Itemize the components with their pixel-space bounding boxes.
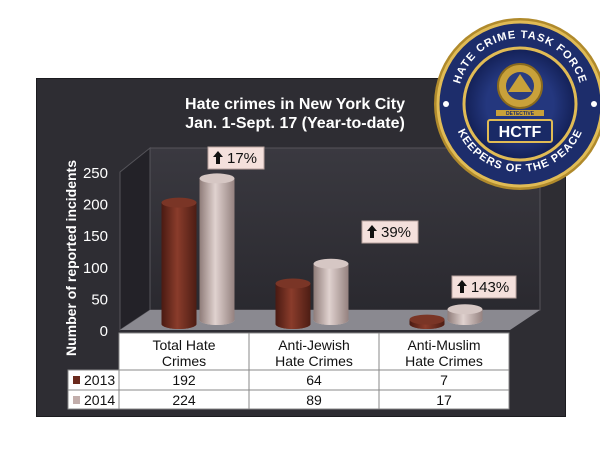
table-cell-2013-jewish: 64 [306,372,322,388]
bar-2014-0 [199,173,235,325]
table-cell-2014-jewish: 89 [306,392,322,408]
bar-2014-1 [313,258,349,325]
y-tick-label: 200 [83,197,108,214]
bar-2013-2 [409,314,445,329]
badge-center-text: HCTF [499,124,542,141]
legend-swatch-2014 [73,396,80,404]
chart-subtitle: Jan. 1-Sept. 17 (Year-to-date) [185,115,405,132]
legend-swatch-2013 [73,376,80,384]
table-cell-2014-total: 224 [172,392,196,408]
change-callout-label: 143% [471,279,509,296]
hctf-badge-seal: HATE CRIME TASK FORCE KEEPERS OF THE PEA… [434,18,600,190]
change-callout-2: 143% [451,275,517,299]
chart-title: Hate crimes in New York City [185,96,405,113]
bar-2013-1 [275,278,311,329]
table-header-muslim-line2: Hate Crimes [405,353,483,369]
bar-2014-2 [447,304,483,325]
y-tick-label: 150 [83,228,108,245]
legend-label-2014: 2014 [84,392,115,408]
y-axis-label: Number of reported incidents [63,160,79,356]
table-cell-2013-muslim: 7 [440,372,448,388]
data-table: Total Hate Crimes Anti-Jewish Hate Crime… [67,332,510,410]
y-tick-label: 50 [91,291,108,308]
table-header-jewish-line2: Hate Crimes [275,353,353,369]
table-cell-2013-total: 192 [172,372,196,388]
change-callout-0: 17% [207,146,265,170]
table-header-total-line1: Total Hate [152,337,215,353]
legend-label-2013: 2013 [84,372,115,388]
change-callout-label: 17% [227,150,257,167]
y-tick-label: 0 [100,323,108,340]
table-cell-2014-muslim: 17 [436,392,452,408]
change-callout-1: 39% [361,220,419,244]
badge-inner-text: DETECTIVE [506,111,535,117]
table-header-muslim-line1: Anti-Muslim [407,337,480,353]
table-header-total-line2: Crimes [162,353,206,369]
chart-side-wall [119,146,151,331]
change-callout-label: 39% [381,224,411,241]
bar-2013-0 [161,197,197,329]
table-header-jewish-line1: Anti-Jewish [278,337,350,353]
y-tick-label: 100 [83,260,108,277]
y-tick-label: 250 [83,165,108,182]
